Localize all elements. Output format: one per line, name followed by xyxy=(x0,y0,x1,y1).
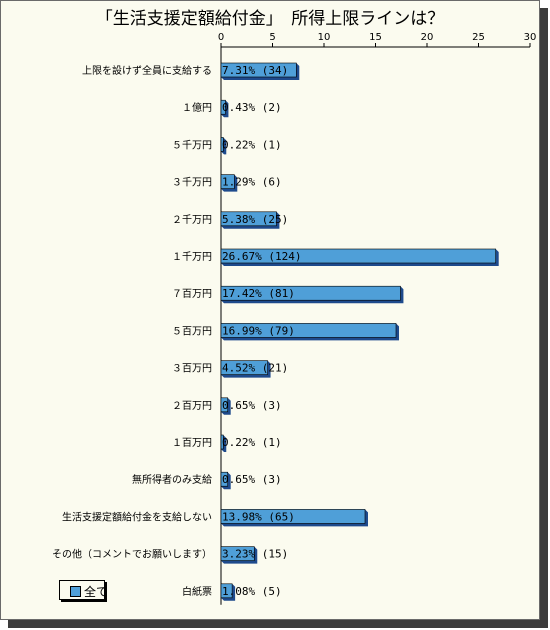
bar-shadow xyxy=(221,509,368,527)
x-tick-label: 15 xyxy=(369,32,382,43)
data-label: 16.99% (79) xyxy=(222,324,295,337)
category-label: 白紙票 xyxy=(182,585,212,598)
category-label: １百万円 xyxy=(172,437,212,449)
bar-shadow xyxy=(221,174,238,192)
x-tick-label: 0 xyxy=(218,32,224,43)
frame-shadow-bottom xyxy=(8,620,548,628)
data-label: 4.52% (21) xyxy=(222,362,288,375)
category-label: 上限を設けず全員に支給する xyxy=(82,64,212,77)
data-label: 0.65% (3) xyxy=(222,473,282,486)
category-label: １千万円 xyxy=(172,251,212,263)
legend-swatch xyxy=(70,586,81,597)
bar xyxy=(220,546,255,561)
data-label: 1.08% (5) xyxy=(222,585,282,598)
data-label: 0.43% (2) xyxy=(222,101,282,114)
bar-shadow xyxy=(221,472,231,490)
x-tick-label: 30 xyxy=(524,32,537,43)
data-label: 3.23% (15) xyxy=(222,548,288,561)
bar-shadow xyxy=(221,286,404,304)
bar-shadow xyxy=(221,397,231,415)
category-label: 無所得者のみ支給 xyxy=(132,473,212,486)
chart-title: 「生活支援定額給付金」 所得上限ラインは？ xyxy=(95,9,445,29)
bar xyxy=(220,285,401,301)
data-label: 5.38% (25) xyxy=(222,213,288,226)
category-label: ３千万円 xyxy=(172,177,212,189)
category-label: ５千万円 xyxy=(172,139,212,151)
bar xyxy=(220,471,228,487)
bar xyxy=(220,62,297,78)
bar xyxy=(220,360,268,375)
bar-shadow xyxy=(221,360,271,378)
bar xyxy=(220,397,228,413)
bar xyxy=(220,509,366,524)
bar-shadow xyxy=(221,211,280,229)
category-label: ２百万円 xyxy=(172,400,212,412)
category-label: ３百万円 xyxy=(172,363,212,375)
bar-shadow xyxy=(221,137,227,155)
x-tick-label: 10 xyxy=(318,32,331,43)
frame-shadow-right xyxy=(540,8,548,628)
bar-shadow xyxy=(221,63,300,80)
bar-shadow xyxy=(221,323,399,341)
x-tick-label: 20 xyxy=(421,32,434,43)
category-label: ７百万円 xyxy=(172,288,212,300)
bar xyxy=(220,323,397,338)
bar xyxy=(220,174,235,189)
data-label: 0.65% (3) xyxy=(222,399,282,412)
legend-label: 全て xyxy=(84,585,104,599)
category-label: 生活支援定額給付金を支給しない xyxy=(62,510,212,523)
x-tick-label: 25 xyxy=(472,32,485,43)
bar-shadow xyxy=(221,435,227,452)
bar xyxy=(220,583,233,599)
category-label: その他（コメントでお願いします） xyxy=(52,548,212,561)
data-label: 1.29% (6) xyxy=(222,176,282,189)
data-label: 26.67% (124) xyxy=(222,250,301,263)
category-label: ５百万円 xyxy=(172,325,212,337)
bar-shadow xyxy=(221,100,229,118)
bar xyxy=(220,211,277,227)
x-tick-label: 5 xyxy=(269,32,275,43)
data-label: 0.22% (1) xyxy=(222,138,282,151)
bar-shadow xyxy=(221,249,499,266)
data-label: 0.22% (1) xyxy=(222,436,282,449)
bar xyxy=(220,99,226,115)
data-label: 17.42% (81) xyxy=(222,287,295,300)
bar xyxy=(220,434,224,450)
category-label: １億円 xyxy=(182,101,212,114)
data-label: 7.31% (34) xyxy=(222,64,288,77)
bar-shadow xyxy=(221,546,258,564)
legend: 全て xyxy=(59,580,105,600)
bar xyxy=(220,248,497,264)
data-label: 13.98% (65) xyxy=(222,510,295,523)
bar xyxy=(220,137,224,152)
category-label: ２千万円 xyxy=(172,214,212,226)
